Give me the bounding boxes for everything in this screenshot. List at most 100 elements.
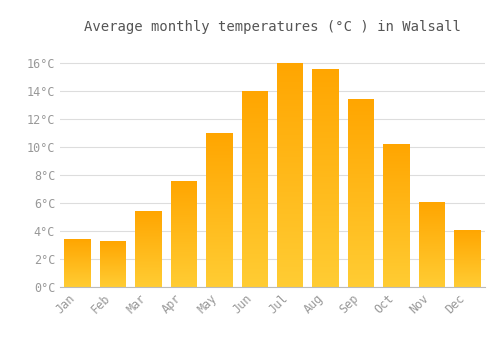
Bar: [312, 70, 339, 71]
Bar: [383, 178, 409, 179]
Bar: [277, 211, 303, 212]
Bar: [136, 220, 162, 221]
Bar: [348, 193, 374, 194]
Bar: [312, 85, 339, 86]
Bar: [383, 278, 409, 279]
Bar: [312, 83, 339, 84]
Bar: [312, 193, 339, 194]
Bar: [206, 205, 233, 206]
Bar: [242, 283, 268, 284]
Bar: [170, 285, 197, 286]
Bar: [136, 278, 162, 279]
Bar: [136, 259, 162, 260]
Bar: [418, 256, 445, 257]
Bar: [312, 79, 339, 80]
Bar: [312, 189, 339, 190]
Bar: [348, 179, 374, 180]
Bar: [170, 181, 197, 182]
Bar: [242, 281, 268, 282]
Bar: [206, 230, 233, 231]
Bar: [348, 278, 374, 279]
Bar: [206, 225, 233, 226]
Bar: [242, 152, 268, 153]
Bar: [206, 237, 233, 238]
Bar: [348, 135, 374, 136]
Bar: [418, 271, 445, 272]
Bar: [312, 212, 339, 213]
Bar: [383, 160, 409, 161]
Bar: [242, 105, 268, 106]
Bar: [170, 245, 197, 246]
Bar: [206, 209, 233, 210]
Bar: [206, 164, 233, 165]
Bar: [312, 245, 339, 247]
Bar: [206, 156, 233, 157]
Bar: [383, 157, 409, 158]
Bar: [312, 97, 339, 98]
Bar: [383, 184, 409, 185]
Bar: [136, 260, 162, 261]
Bar: [242, 233, 268, 234]
Bar: [312, 220, 339, 222]
Bar: [206, 207, 233, 208]
Bar: [277, 198, 303, 200]
Bar: [242, 132, 268, 133]
Bar: [206, 270, 233, 271]
Bar: [383, 173, 409, 174]
Bar: [312, 276, 339, 277]
Bar: [312, 87, 339, 88]
Bar: [277, 166, 303, 167]
Bar: [312, 160, 339, 161]
Bar: [277, 173, 303, 174]
Bar: [348, 226, 374, 227]
Bar: [418, 228, 445, 229]
Bar: [348, 116, 374, 117]
Bar: [206, 216, 233, 217]
Bar: [418, 239, 445, 240]
Bar: [242, 245, 268, 246]
Bar: [206, 236, 233, 237]
Bar: [383, 238, 409, 239]
Bar: [348, 218, 374, 219]
Bar: [242, 243, 268, 244]
Bar: [277, 83, 303, 84]
Bar: [312, 69, 339, 70]
Bar: [206, 231, 233, 232]
Bar: [170, 227, 197, 228]
Bar: [136, 230, 162, 231]
Bar: [242, 246, 268, 247]
Bar: [206, 146, 233, 147]
Bar: [348, 149, 374, 150]
Bar: [242, 172, 268, 173]
Bar: [383, 202, 409, 203]
Bar: [383, 253, 409, 254]
Bar: [348, 122, 374, 123]
Bar: [312, 156, 339, 157]
Bar: [242, 244, 268, 245]
Bar: [277, 191, 303, 192]
Bar: [170, 275, 197, 276]
Bar: [242, 253, 268, 254]
Bar: [312, 78, 339, 79]
Bar: [242, 205, 268, 206]
Bar: [348, 260, 374, 261]
Bar: [242, 232, 268, 233]
Bar: [242, 138, 268, 139]
Bar: [348, 267, 374, 268]
Bar: [136, 285, 162, 286]
Bar: [206, 274, 233, 275]
Bar: [383, 284, 409, 285]
Bar: [418, 242, 445, 243]
Bar: [348, 114, 374, 116]
Bar: [383, 250, 409, 251]
Bar: [348, 190, 374, 191]
Bar: [348, 178, 374, 179]
Bar: [383, 148, 409, 149]
Bar: [348, 282, 374, 283]
Bar: [418, 266, 445, 267]
Bar: [242, 277, 268, 278]
Bar: [206, 252, 233, 253]
Bar: [277, 241, 303, 242]
Bar: [277, 112, 303, 113]
Bar: [277, 204, 303, 205]
